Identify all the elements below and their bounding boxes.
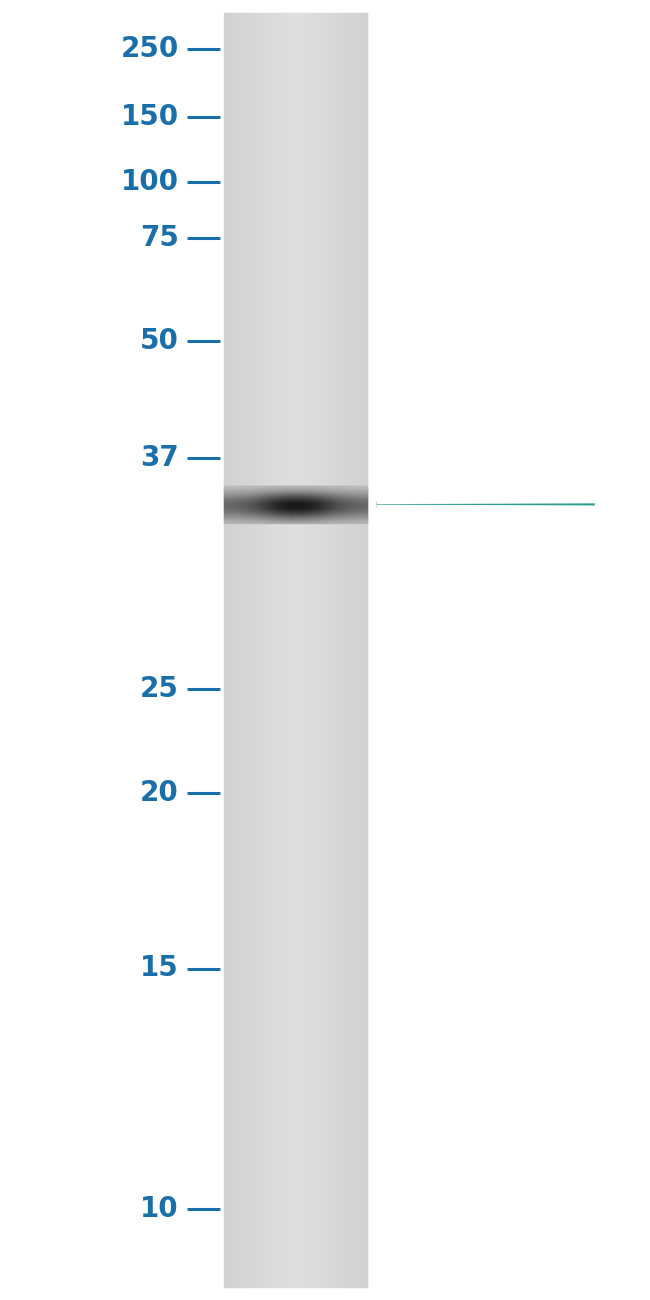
Text: 10: 10 bbox=[140, 1195, 179, 1223]
Text: 25: 25 bbox=[140, 675, 179, 703]
Text: 100: 100 bbox=[121, 168, 179, 196]
Text: 150: 150 bbox=[121, 103, 179, 131]
Text: 20: 20 bbox=[140, 779, 179, 807]
Text: 15: 15 bbox=[140, 954, 179, 983]
Text: 75: 75 bbox=[140, 224, 179, 252]
Text: 250: 250 bbox=[120, 35, 179, 64]
Text: 50: 50 bbox=[140, 326, 179, 355]
Text: 37: 37 bbox=[140, 443, 179, 472]
